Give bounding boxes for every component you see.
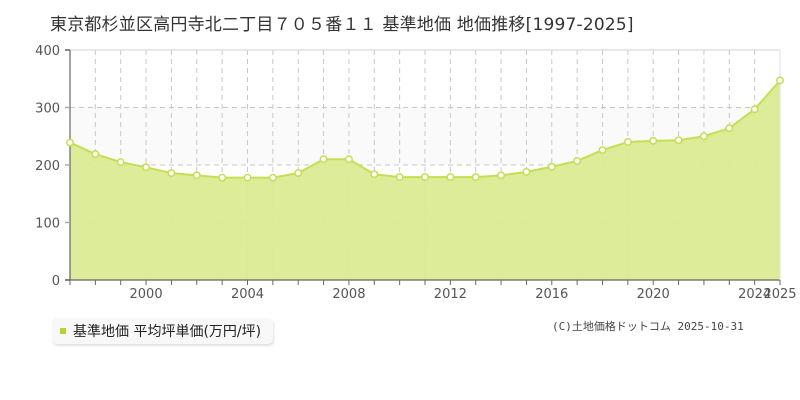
legend-swatch-icon [60,328,66,334]
y-tick-label: 200 [35,159,60,174]
y-tick-label: 300 [35,102,60,117]
data-point-marker [116,158,125,167]
chart-title: 東京都杉並区高円寺北二丁目７０５番１１ 基準地価 地価推移[1997-2025] [50,15,634,35]
legend: 基準地価 平均坪単価(万円/坪) [52,318,274,344]
y-tick-label: 400 [35,44,60,59]
data-point-marker [573,157,582,165]
data-point-marker [370,170,379,179]
axes [65,49,781,285]
x-tick-label: 2020 [637,287,670,302]
x-tick-label: 2008 [332,287,365,302]
data-point-marker [623,138,632,146]
data-point-marker [776,76,784,85]
data-point-marker [750,105,759,114]
x-tick-label: 2000 [130,287,163,302]
data-point-marker [142,163,151,172]
data-point-marker [91,150,100,159]
data-point-marker [167,169,176,178]
axis-labels: 0 100 200 300 400 2000 2004 2008 2012 2016 2020 202… [35,44,796,302]
x-tick-label: 2025 [763,287,796,302]
data-point-marker [547,162,556,171]
data-point-marker [294,169,303,178]
data-point-marker [243,173,252,182]
data-point-marker [218,173,227,182]
data-point-marker [319,155,328,164]
data-point-marker [66,138,74,147]
y-tick-label: 100 [35,217,60,232]
x-tick-label: 2012 [434,287,467,302]
copyright: (C)土地価格ドットコム 2025-10-31 [552,320,744,333]
data-point-marker [649,136,658,145]
x-tick-label: 2024 [738,287,771,302]
data-point-marker [699,132,708,141]
data-point-marker [471,173,480,182]
data-point-marker [674,136,683,145]
x-tick-label: 2016 [535,287,568,302]
data-markers [66,76,784,182]
data-point-marker [192,171,201,180]
x-tick-label: 2004 [231,287,264,302]
y-tick-label: 0 [52,274,60,289]
data-point-marker [344,155,353,164]
data-point-marker [598,146,607,155]
data-point-marker [497,171,506,180]
legend-label: 基準地価 平均坪単価(万円/坪) [73,324,262,340]
data-point-marker [725,124,734,133]
data-point-marker [395,173,404,182]
data-point-marker [268,173,277,182]
data-point-marker [522,167,531,176]
data-point-marker [421,173,429,182]
data-point-marker [446,173,455,182]
